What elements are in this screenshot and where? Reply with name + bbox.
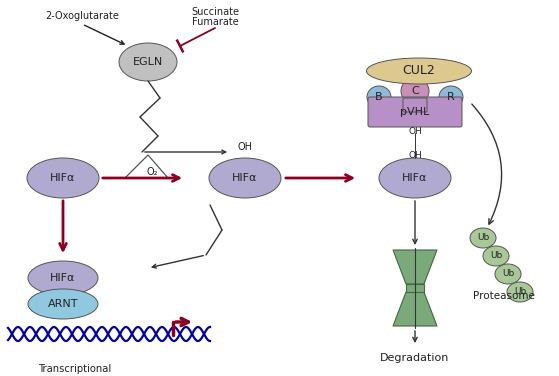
Ellipse shape [439, 86, 463, 108]
Ellipse shape [28, 261, 98, 295]
Ellipse shape [119, 43, 177, 81]
Ellipse shape [495, 264, 521, 284]
Text: OH: OH [238, 142, 253, 152]
Polygon shape [393, 292, 437, 326]
Text: Ub: Ub [502, 270, 514, 279]
Ellipse shape [470, 228, 496, 248]
Text: O₂: O₂ [146, 167, 158, 177]
Text: OH: OH [408, 152, 422, 161]
Ellipse shape [27, 158, 99, 198]
FancyBboxPatch shape [403, 98, 427, 112]
Text: OH: OH [408, 126, 422, 135]
Text: Ub: Ub [490, 252, 502, 261]
Text: ARNT: ARNT [48, 299, 78, 309]
Text: HIFα: HIFα [50, 273, 75, 283]
FancyBboxPatch shape [368, 97, 462, 127]
Text: CUL2: CUL2 [402, 65, 435, 77]
Ellipse shape [28, 289, 98, 319]
Text: R: R [447, 92, 455, 102]
Ellipse shape [367, 86, 391, 108]
Ellipse shape [367, 58, 471, 84]
Text: Proteasome: Proteasome [473, 291, 535, 301]
Text: Succinate: Succinate [191, 7, 239, 17]
Ellipse shape [379, 158, 451, 198]
Text: pVHL: pVHL [400, 107, 430, 117]
Text: HIFα: HIFα [233, 173, 258, 183]
Text: HIFα: HIFα [50, 173, 75, 183]
Text: Fumarate: Fumarate [192, 17, 238, 27]
Text: B: B [375, 92, 383, 102]
Ellipse shape [507, 282, 533, 302]
Text: 2-Oxoglutarate: 2-Oxoglutarate [45, 11, 119, 21]
Polygon shape [406, 284, 424, 292]
Text: Ub: Ub [514, 288, 526, 297]
Text: C: C [411, 86, 419, 96]
Ellipse shape [209, 158, 281, 198]
Text: HIFα: HIFα [402, 173, 428, 183]
Text: EGLN: EGLN [133, 57, 163, 67]
Polygon shape [393, 250, 437, 284]
Ellipse shape [401, 78, 429, 104]
Text: Degradation: Degradation [380, 353, 449, 363]
Text: Transcriptional
activation of
HIF target genes: Transcriptional activation of HIF target… [34, 364, 116, 376]
Ellipse shape [483, 246, 509, 266]
Text: Ub: Ub [477, 233, 489, 243]
